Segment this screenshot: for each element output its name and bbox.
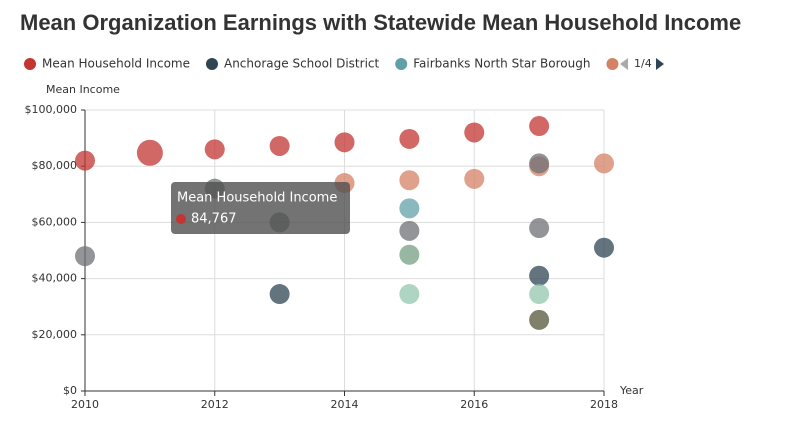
point [529, 153, 550, 174]
x-tick-label: 2012 [201, 398, 229, 411]
y-tick-label: $60,000 [32, 215, 78, 228]
x-axis-label: Year [619, 384, 644, 397]
legend-marker [24, 58, 36, 70]
y-tick-label: $100,000 [25, 103, 78, 116]
legend-next[interactable] [656, 58, 664, 70]
legend-prev[interactable] [620, 58, 628, 70]
point [464, 122, 485, 143]
point [334, 132, 355, 153]
legend-label: Anchorage School District [224, 57, 380, 71]
tooltip-box [171, 182, 350, 234]
point [75, 150, 95, 171]
point [594, 237, 614, 258]
legend-label: Fairbanks North Star Borough [413, 57, 590, 71]
legend-page: 1/4 [634, 57, 652, 70]
point [399, 198, 420, 219]
point [399, 284, 420, 305]
point [529, 265, 550, 286]
y-tick-label: $40,000 [32, 272, 78, 285]
tooltip-marker [176, 214, 186, 224]
x-tick-label: 2014 [331, 398, 359, 411]
y-tick-label: $0 [63, 384, 77, 397]
tooltip-title: Mean Household Income [177, 191, 337, 206]
point [529, 218, 550, 239]
point [399, 244, 420, 265]
point [594, 153, 614, 174]
y-axis-label: Mean Income [46, 83, 120, 96]
legend-marker [606, 58, 619, 70]
point [529, 116, 550, 137]
point [529, 309, 550, 330]
legend-label: Mean Household Income [42, 57, 190, 71]
point [399, 220, 420, 241]
point [204, 139, 225, 160]
y-tick-label: $80,000 [32, 159, 78, 172]
point [269, 284, 290, 305]
point [464, 168, 485, 189]
x-tick-label: 2010 [71, 398, 99, 411]
point [399, 128, 420, 149]
y-tick-label: $20,000 [32, 328, 78, 341]
legend-marker [395, 58, 408, 70]
point [269, 135, 290, 156]
x-tick-label: 2018 [590, 398, 618, 411]
chart-title: Mean Organization Earnings with Statewid… [20, 10, 741, 35]
x-tick-label: 2016 [460, 398, 488, 411]
point [399, 170, 420, 191]
tooltip: Mean Household Income 84,767 [171, 182, 350, 234]
legend-marker [205, 58, 218, 70]
point [136, 139, 163, 166]
point [529, 284, 550, 305]
point [75, 246, 95, 267]
tooltip-value: 84,767 [191, 212, 237, 227]
